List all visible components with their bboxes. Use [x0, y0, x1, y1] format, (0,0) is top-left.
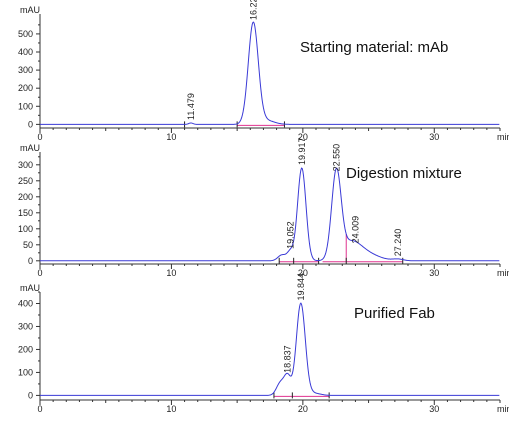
y-tick-label: 100 [18, 367, 33, 377]
panel-title: Starting material: mAb [300, 39, 448, 56]
y-tick-label: 300 [18, 65, 33, 75]
y-tick-label: 300 [18, 160, 33, 170]
y-tick-label: 250 [18, 176, 33, 186]
chromatogram-trace [40, 21, 500, 125]
peak-label: 19.052 [285, 221, 295, 249]
chromatogram-trace [40, 302, 500, 396]
peak-label: 27.240 [393, 229, 403, 257]
y-tick-label: 500 [18, 29, 33, 39]
y-axis-unit-label: mAU [20, 5, 40, 15]
peak-label: 18.837 [283, 345, 293, 373]
x-tick-label: 20 [298, 132, 308, 142]
peak-label: 22.550 [331, 144, 341, 172]
y-tick-label: 100 [18, 224, 33, 234]
y-tick-label: 200 [18, 83, 33, 93]
x-tick-label: 10 [166, 404, 176, 414]
x-axis-unit-label: min [497, 132, 509, 142]
peak-label: 24.009 [351, 216, 361, 244]
y-tick-label: 0 [28, 119, 33, 129]
peak-label: 19.844 [296, 273, 306, 301]
y-axis-unit-label: mAU [20, 283, 40, 293]
x-axis-unit-label: min [497, 404, 509, 414]
chromatogram-trace [40, 167, 500, 262]
y-tick-label: 150 [18, 208, 33, 218]
chart-panel-2: 0 50 100 150 200 250 300 0 10 20 30 mAU min 19.052 19.… [18, 137, 509, 278]
peak-label: 11.479 [186, 93, 196, 120]
y-tick-label: 100 [18, 101, 33, 111]
y-axis-unit-label: mAU [20, 143, 40, 153]
y-tick-label: 50 [23, 240, 33, 250]
panel-title: Digestion mixture [346, 165, 462, 182]
panel-title: Purified Fab [354, 305, 435, 322]
chart-panel-3: 0 100 200 300 400 0 10 20 30 mAU min 18.837 19.844 Pu… [18, 273, 509, 414]
x-tick-label: 20 [298, 404, 308, 414]
x-tick-label: 30 [429, 132, 439, 142]
x-tick-label: 10 [166, 268, 176, 278]
y-tick-label: 200 [18, 192, 33, 202]
y-tick-label: 0 [28, 390, 33, 400]
y-tick-label: 400 [18, 298, 33, 308]
chart-panel-1: 0 100 200 300 400 500 0 10 20 30 mAU min 11.479 16.22… [18, 0, 509, 142]
x-tick-label: 0 [37, 404, 42, 414]
y-tick-label: 0 [28, 256, 33, 266]
x-axis-unit-label: min [497, 268, 509, 278]
x-tick-label: 0 [37, 268, 42, 278]
x-tick-label: 0 [37, 132, 42, 142]
y-tick-label: 400 [18, 47, 33, 57]
peak-label: 19.917 [297, 137, 307, 165]
y-tick-label: 300 [18, 321, 33, 331]
x-tick-label: 10 [166, 132, 176, 142]
x-tick-label: 20 [298, 268, 308, 278]
x-tick-label: 30 [429, 404, 439, 414]
y-tick-label: 200 [18, 344, 33, 354]
x-tick-label: 30 [429, 268, 439, 278]
peak-label: 16.228 [248, 0, 258, 20]
